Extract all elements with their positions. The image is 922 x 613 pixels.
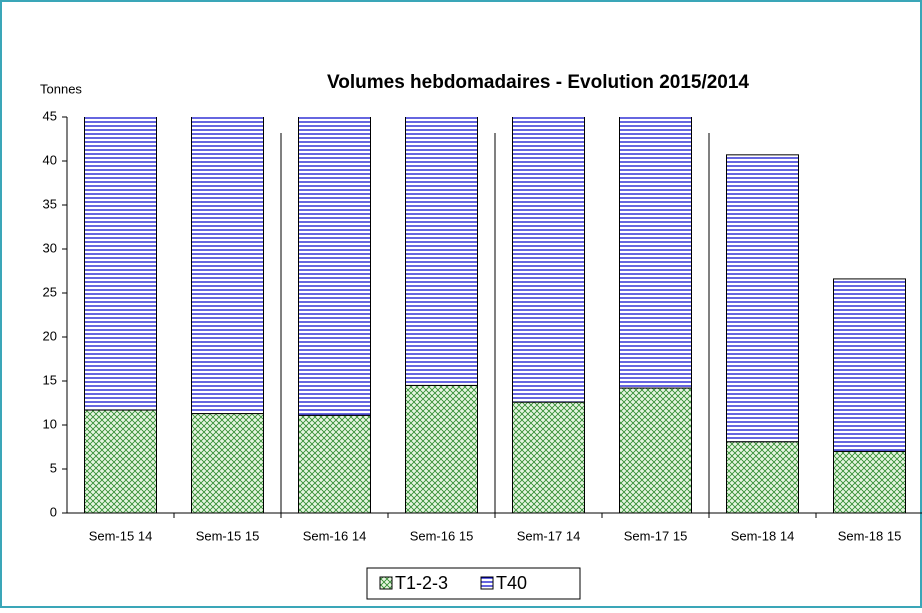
y-tick-label: 25 bbox=[43, 284, 57, 299]
bar-segment bbox=[512, 117, 585, 403]
legend-text: T40 bbox=[496, 573, 527, 593]
x-tick-label: Sem-15 15 bbox=[196, 528, 260, 543]
x-tick-label: Sem-15 14 bbox=[89, 528, 153, 543]
x-tick-label: Sem-18 14 bbox=[731, 528, 795, 543]
chart-title: Volumes hebdomadaires - Evolution 2015/2… bbox=[327, 72, 749, 93]
bar-segment bbox=[726, 154, 799, 443]
legend-swatch bbox=[379, 576, 393, 590]
x-tick-label: Sem-17 14 bbox=[517, 528, 581, 543]
bar-segment bbox=[298, 414, 371, 514]
y-tick-label: 10 bbox=[43, 416, 57, 431]
bar-segment bbox=[84, 117, 157, 411]
bar-segment bbox=[619, 387, 692, 514]
y-tick-label: 15 bbox=[43, 372, 57, 387]
x-tick-label: Sem-17 15 bbox=[624, 528, 688, 543]
y-axis-label: Tonnes bbox=[40, 81, 82, 96]
y-tick-label: 0 bbox=[50, 504, 57, 519]
legend-swatch bbox=[480, 576, 494, 590]
legend-box bbox=[366, 567, 581, 600]
y-tick-label: 20 bbox=[43, 328, 57, 343]
x-tick-label: Sem-16 15 bbox=[410, 528, 474, 543]
y-tick-label: 35 bbox=[43, 196, 57, 211]
x-tick-label: Sem-18 15 bbox=[838, 528, 902, 543]
bar-segment bbox=[833, 450, 906, 514]
bar-segment bbox=[405, 117, 478, 386]
x-tick-label: Sem-16 14 bbox=[303, 528, 367, 543]
y-tick-label: 45 bbox=[43, 108, 57, 123]
legend-text: T1-2-3 bbox=[395, 573, 448, 593]
bar-segment bbox=[512, 401, 585, 514]
bar-segment bbox=[726, 441, 799, 514]
bar-segment bbox=[298, 117, 371, 416]
bar-segment bbox=[191, 117, 264, 415]
bar-segment bbox=[84, 409, 157, 514]
bar-segment bbox=[405, 384, 478, 514]
y-tick-label: 40 bbox=[43, 152, 57, 167]
bar-segment bbox=[833, 278, 906, 452]
bar-segment bbox=[191, 413, 264, 514]
y-tick-label: 30 bbox=[43, 240, 57, 255]
bar-segment bbox=[619, 117, 692, 389]
y-tick-label: 5 bbox=[50, 460, 57, 475]
